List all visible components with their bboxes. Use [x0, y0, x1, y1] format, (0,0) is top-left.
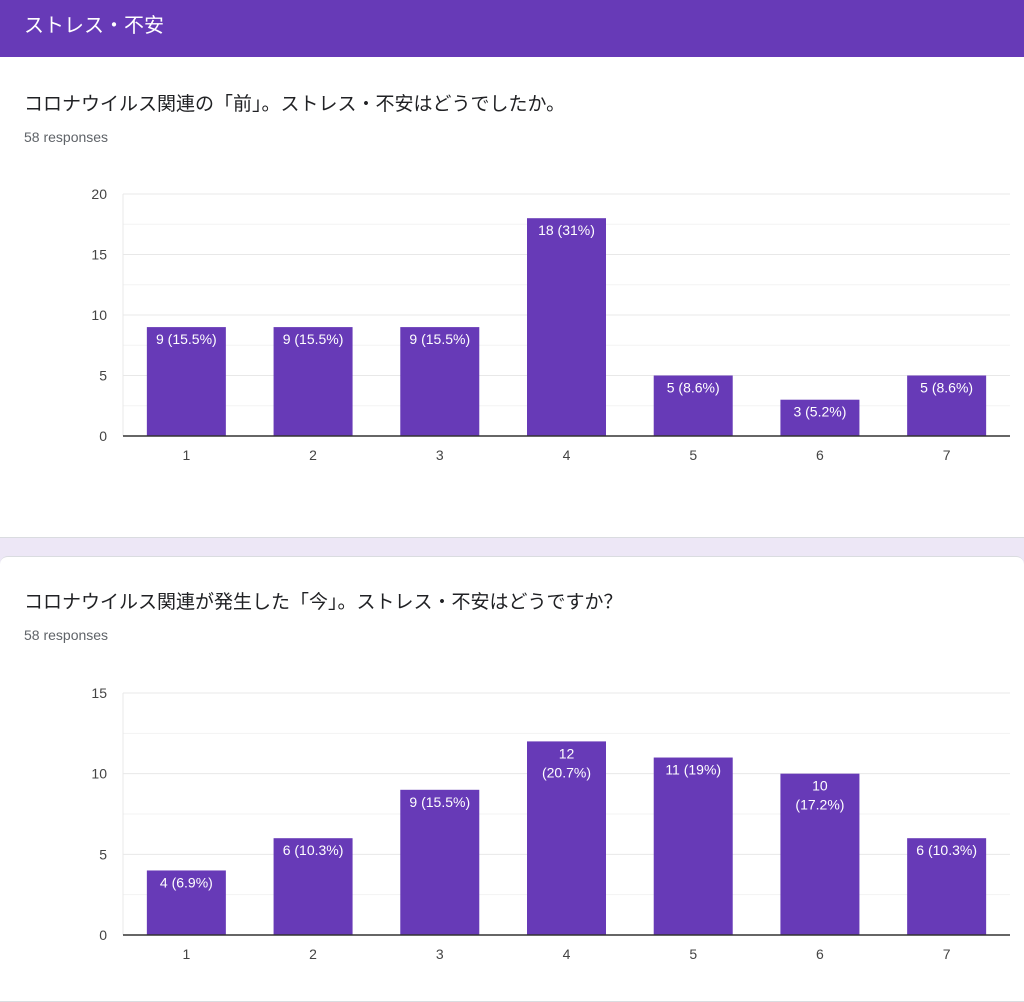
data-label: 9 (15.5%) [283, 331, 344, 347]
x-tick-label: 1 [182, 447, 190, 463]
section-header: ストレス・不安 [0, 0, 1024, 57]
data-label: 9 (15.5%) [409, 794, 470, 810]
y-tick-label: 20 [91, 186, 107, 202]
x-tick-label: 1 [182, 946, 190, 962]
x-tick-label: 6 [816, 447, 824, 463]
bar [146, 870, 226, 935]
y-tick-label: 15 [91, 685, 107, 701]
bar [653, 757, 733, 935]
y-tick-label: 15 [91, 247, 107, 263]
x-tick-label: 7 [943, 946, 951, 962]
question-title: コロナウイルス関連の「前」。ストレス・不安はどうでしたか。 [24, 93, 566, 115]
x-tick-label: 4 [563, 946, 571, 962]
data-label: 11 (19%) [665, 762, 721, 778]
bar [273, 838, 353, 935]
y-tick-label: 5 [99, 846, 107, 862]
response-count: 58 responses [24, 129, 109, 145]
x-tick-label: 7 [943, 447, 951, 463]
question-card-1: コロナウイルス関連の「前」。ストレス・不安はどうでしたか。 58 respons… [0, 57, 1024, 538]
bar-chart-before: 0 5 10 15 20 9 (15.5%) 1 9 (15.5%) 2 9 (15.5%) 3 18… [91, 186, 1010, 463]
bar [527, 218, 606, 436]
data-label: (20.7%) [542, 764, 591, 780]
data-label: 4 (6.9%) [160, 874, 213, 890]
y-tick-label: 0 [99, 428, 107, 444]
data-label: 6 (10.3%) [283, 842, 344, 858]
question-title: コロナウイルス関連が発生した「今」。ストレス・不安はどうですか？ [24, 591, 623, 613]
bar [907, 375, 987, 436]
x-tick-label: 5 [689, 447, 697, 463]
bar [273, 327, 353, 436]
bar [780, 773, 860, 935]
data-label: 6 (10.3%) [916, 842, 977, 858]
bar [653, 375, 733, 436]
y-tick-label: 10 [91, 766, 107, 782]
x-tick-label: 6 [816, 946, 824, 962]
x-tick-label: 2 [309, 946, 317, 962]
bar [400, 789, 480, 935]
x-tick-label: 5 [689, 946, 697, 962]
data-label: 18 (31%) [538, 222, 595, 238]
bar [907, 838, 987, 935]
y-tick-label: 10 [91, 307, 107, 323]
y-tick-label: 5 [99, 368, 107, 384]
section-title: ストレス・不安 [24, 13, 164, 37]
data-label: 9 (15.5%) [156, 331, 217, 347]
bar [780, 399, 860, 436]
data-label: 5 (8.6%) [667, 380, 720, 396]
x-tick-label: 4 [563, 447, 571, 463]
data-label: 12 [559, 745, 575, 761]
data-label: 9 (15.5%) [409, 331, 470, 347]
data-label: 5 (8.6%) [920, 380, 973, 396]
data-label: (17.2%) [795, 797, 844, 813]
bar [527, 741, 606, 935]
x-tick-label: 3 [436, 946, 444, 962]
response-count: 58 responses [24, 627, 109, 643]
bar [146, 327, 226, 436]
data-label: 3 (5.2%) [793, 404, 846, 420]
bar-chart-now: 0 5 10 15 4 (6.9%) 1 6 (10.3%) 2 9 (15.5%) 3 12 (20… [91, 685, 1010, 962]
bar [400, 327, 480, 436]
y-tick-label: 0 [99, 927, 107, 943]
data-label: 10 [812, 778, 828, 794]
x-tick-label: 3 [436, 447, 444, 463]
question-card-2: コロナウイルス関連が発生した「今」。ストレス・不安はどうですか？ 58 resp… [0, 556, 1024, 1002]
x-tick-label: 2 [309, 447, 317, 463]
